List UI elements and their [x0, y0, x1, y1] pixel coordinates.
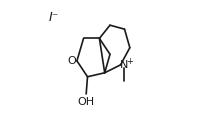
Text: +: + [126, 57, 133, 66]
Text: N: N [120, 60, 128, 70]
Text: OH: OH [78, 97, 95, 107]
Text: I⁻: I⁻ [49, 11, 59, 24]
Text: O: O [67, 56, 76, 66]
